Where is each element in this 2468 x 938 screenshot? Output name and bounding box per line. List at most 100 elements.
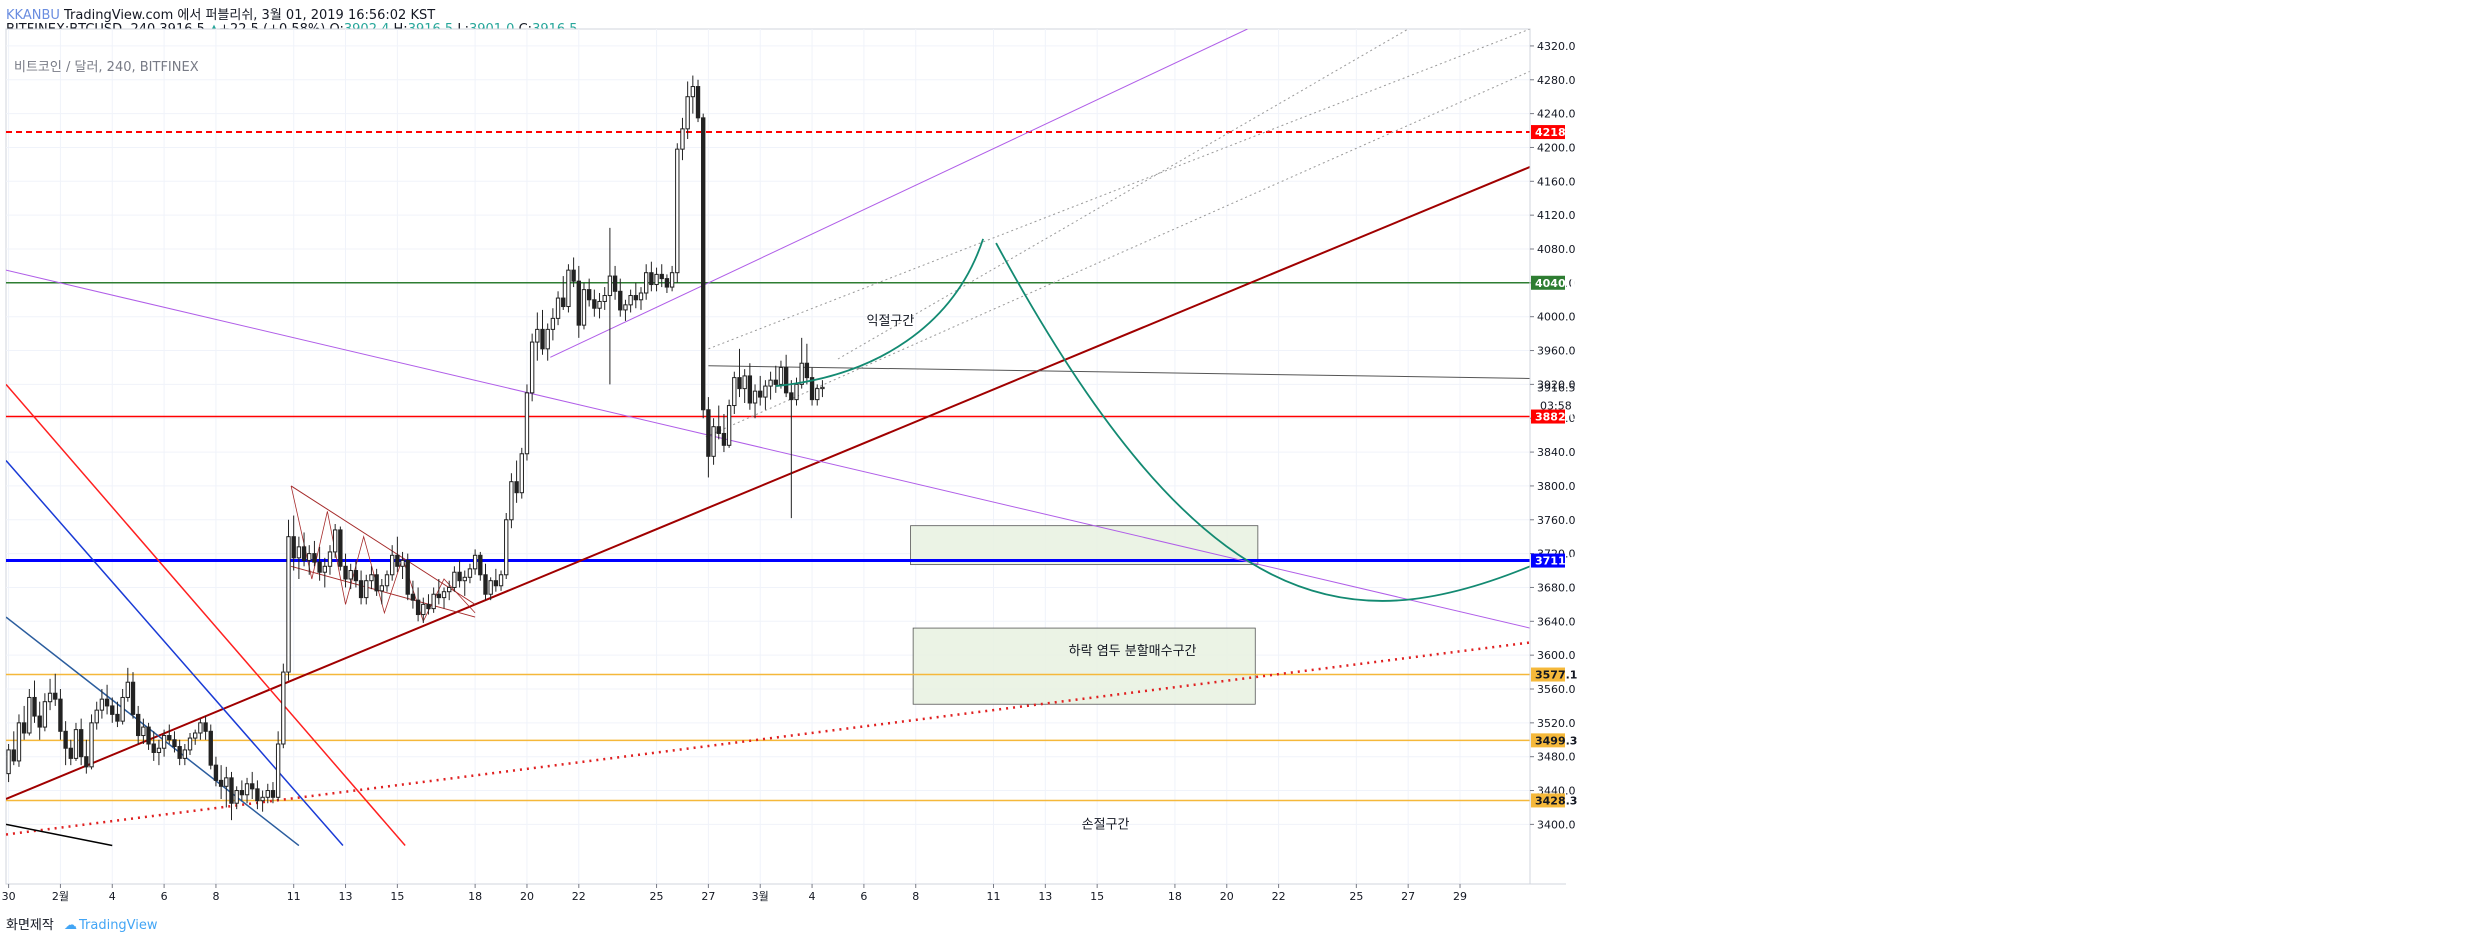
candle-up — [680, 128, 685, 150]
price-axis-label: 3800.0 — [1537, 480, 1576, 493]
candle-up — [369, 574, 374, 582]
gray-horizontal-ray-line — [708, 365, 1530, 379]
candle-down — [405, 559, 410, 595]
red-diagonal-line — [6, 383, 406, 847]
price-axis-label: 4120.0 — [1537, 209, 1576, 222]
publisher-username[interactable]: KKANBU — [6, 8, 60, 23]
candle-down — [358, 580, 364, 599]
price-label-box — [1531, 793, 1565, 808]
candle-down — [426, 603, 431, 610]
candle-down — [493, 580, 499, 587]
candle-up — [794, 383, 799, 401]
brown-uptrend-line — [6, 165, 1530, 800]
time-axis-label: 6 — [161, 890, 168, 903]
candle-down — [633, 295, 639, 301]
candle-down — [659, 273, 664, 280]
candle-up — [504, 519, 509, 576]
price-axis-label: 4240.0 — [1537, 108, 1576, 121]
candle-down — [21, 722, 27, 734]
candle-up — [120, 696, 125, 722]
candle-down — [436, 593, 442, 599]
candle-down — [172, 739, 177, 748]
candle-up — [307, 553, 312, 561]
time-axis-label: 25 — [1349, 890, 1363, 903]
candle-up — [519, 453, 524, 494]
price-label-text: 3428.3 — [1535, 794, 1577, 807]
candle-up — [198, 722, 203, 734]
price-label-text: 3499.3 — [1535, 734, 1577, 747]
time-axis-label: 25 — [650, 890, 664, 903]
annotation-text: 하락 염두 분할매수구간 — [1069, 644, 1197, 659]
candle-down — [664, 278, 670, 288]
price-axis-label: 4280.0 — [1537, 74, 1576, 87]
candle-down — [270, 790, 276, 798]
time-axis-label: 20 — [520, 890, 534, 903]
candle-down — [104, 698, 110, 707]
candle-down — [250, 783, 255, 790]
candle-down — [592, 299, 597, 309]
time-axis-label: 18 — [1168, 890, 1182, 903]
candle-down — [53, 692, 58, 700]
time-axis-label: 30 — [2, 890, 16, 903]
candle-up — [685, 96, 690, 130]
candle-up — [555, 297, 561, 319]
price-axis-label: 3680.0 — [1537, 581, 1576, 594]
candle-up — [47, 692, 53, 703]
time-axis-label: 6 — [860, 890, 867, 903]
candle-up — [726, 405, 732, 446]
candle-down — [203, 722, 208, 732]
candle-down — [576, 280, 581, 326]
price-axis-label: 3920.0 — [1537, 378, 1576, 391]
plot-frame — [5, 28, 1531, 885]
time-axis-label: 11 — [986, 890, 1000, 903]
candle-up — [815, 388, 820, 401]
candle-up — [27, 696, 32, 734]
candle-down — [457, 571, 462, 582]
candle-up — [550, 317, 556, 330]
time-axis-label: 11 — [287, 890, 301, 903]
candle-down — [151, 743, 156, 753]
price-axis-label: 4000.0 — [1537, 311, 1576, 324]
candle-down — [804, 362, 810, 379]
candle-up — [244, 783, 250, 796]
price-label-box — [1531, 409, 1565, 424]
candle-up — [602, 295, 607, 302]
candle-down — [84, 756, 89, 768]
time-axis-label: 27 — [1401, 890, 1415, 903]
candle-up — [99, 698, 105, 711]
tradingview-logo-text[interactable]: TradingView — [78, 918, 158, 933]
candle-down — [312, 553, 317, 563]
time-axis-label: 29 — [1453, 890, 1467, 903]
candle-down — [483, 574, 488, 595]
price-axis-label: 3400.0 — [1537, 818, 1576, 831]
symbol-watermark: 비트코인 / 달러, 240, BITFINEX — [14, 60, 199, 75]
candle-up — [224, 777, 229, 787]
candle-down — [695, 86, 701, 119]
candle-up — [597, 300, 602, 309]
candle-up — [441, 591, 447, 599]
black-diagonal-line — [6, 823, 113, 847]
candle-up — [535, 328, 540, 343]
current-price-label: 3916.5 — [1537, 381, 1576, 394]
candle-up — [763, 385, 768, 398]
candle-up — [286, 536, 291, 673]
candle-down — [239, 790, 245, 796]
price-axis-label: 3560.0 — [1537, 683, 1576, 696]
candle-down — [338, 529, 343, 567]
candle-up — [669, 272, 675, 288]
candle-up — [73, 729, 79, 759]
candle-up — [566, 269, 571, 308]
blue-diagonal-line — [6, 460, 344, 847]
candle-up — [322, 565, 327, 573]
price-label-box — [1531, 125, 1565, 140]
price-label-text: 3577.1 — [1535, 669, 1577, 682]
tradingview-logo-icon[interactable]: ☁ — [63, 918, 77, 933]
candle-up — [799, 362, 804, 385]
candle-down — [11, 749, 16, 762]
navy-diagonal-line — [6, 616, 300, 847]
candle-down — [218, 779, 224, 787]
candle-up — [89, 722, 94, 768]
purple-upper-channel-line — [550, 29, 1248, 358]
candle-down — [353, 570, 359, 582]
